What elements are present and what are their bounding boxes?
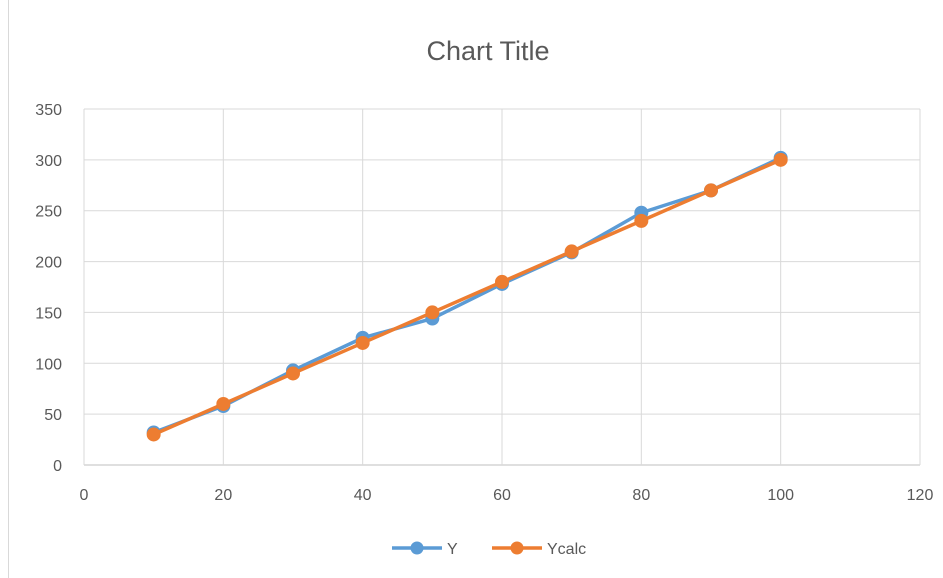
y-tick-label: 50 bbox=[44, 407, 62, 424]
x-tick-label: 100 bbox=[767, 487, 794, 504]
legend-item-ycalc: Ycalc bbox=[492, 541, 586, 558]
legend-label: Ycalc bbox=[547, 541, 586, 558]
legend-swatch-marker bbox=[410, 541, 424, 555]
data-point-ycalc bbox=[634, 213, 649, 228]
y-tick-label: 100 bbox=[35, 356, 62, 373]
y-tick-label: 350 bbox=[35, 102, 62, 119]
legend-swatch-marker bbox=[510, 541, 524, 555]
y-tick-label: 150 bbox=[35, 305, 62, 322]
x-tick-label: 20 bbox=[214, 487, 232, 504]
data-point-ycalc bbox=[564, 244, 579, 259]
x-tick-label: 80 bbox=[632, 487, 650, 504]
x-tick-label: 40 bbox=[354, 487, 372, 504]
legend-item-y: Y bbox=[392, 541, 458, 558]
data-point-ycalc bbox=[773, 152, 788, 167]
y-tick-label: 0 bbox=[53, 458, 62, 475]
x-tick-label: 60 bbox=[493, 487, 511, 504]
data-point-ycalc bbox=[146, 427, 161, 442]
data-point-ycalc bbox=[704, 183, 718, 198]
y-tick-labels: 0 50 100 150 200 250 300 350 bbox=[35, 102, 62, 475]
series-ycalc bbox=[146, 152, 788, 442]
y-tick-label: 300 bbox=[35, 153, 62, 170]
x-tick-label: 120 bbox=[907, 487, 934, 504]
x-tick-label: 0 bbox=[80, 487, 89, 504]
data-point-ycalc bbox=[355, 335, 370, 350]
chart-title: Chart Title bbox=[426, 36, 550, 66]
y-tick-label: 200 bbox=[35, 255, 62, 272]
series-group bbox=[146, 150, 788, 442]
series-line-ycalc bbox=[151, 158, 783, 437]
x-tick-labels: 0 20 40 60 80 100 120 bbox=[80, 487, 934, 504]
left-border-line bbox=[8, 0, 9, 578]
legend: Y Ycalc bbox=[392, 541, 586, 558]
legend-label: Y bbox=[447, 541, 458, 558]
series-line-y bbox=[151, 156, 783, 435]
data-point-ycalc bbox=[216, 396, 231, 411]
y-tick-label: 250 bbox=[35, 204, 62, 221]
data-point-ycalc bbox=[286, 366, 300, 381]
data-point-ycalc bbox=[495, 274, 509, 289]
data-point-ycalc bbox=[425, 305, 440, 320]
